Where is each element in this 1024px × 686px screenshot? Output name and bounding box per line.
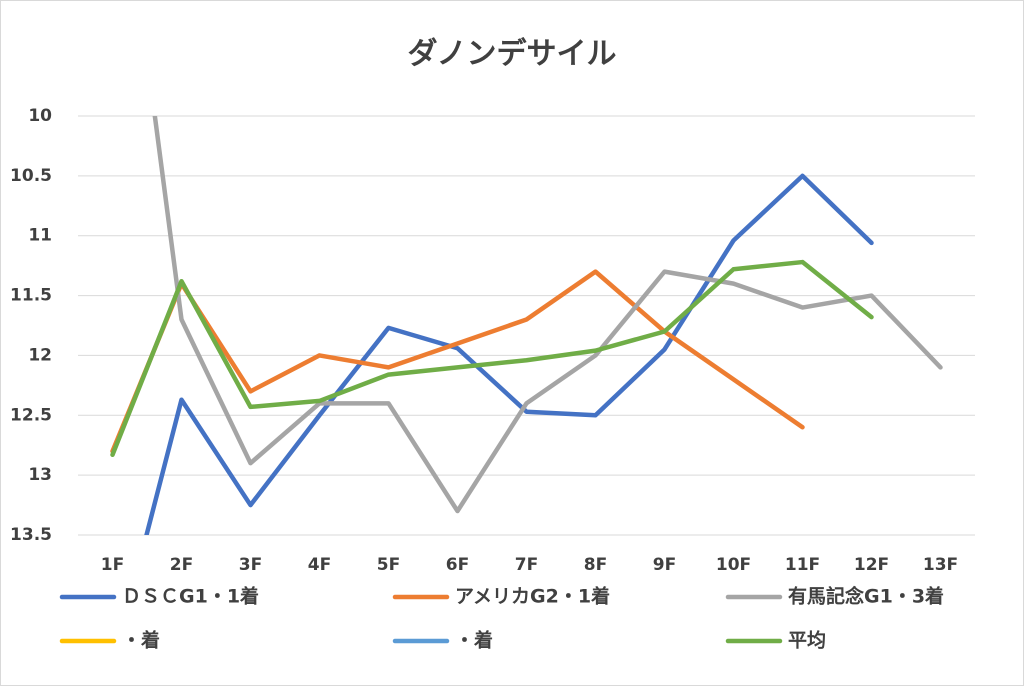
- x-tick-label: 4F: [308, 555, 331, 575]
- legend-label: アメリカG2・1着: [455, 585, 610, 608]
- x-tick-label: 7F: [515, 555, 538, 575]
- chart-title: ダノンデサイル: [407, 37, 616, 72]
- x-tick-label: 9F: [653, 555, 676, 575]
- y-tick-label: 11: [28, 226, 52, 246]
- labels: 10 10.5 11 11.5 12 12.5 13 13.5 1F 2F 3F 4F 5F 6F 7F 8F…: [10, 106, 958, 652]
- y-tick-label: 10.5: [10, 166, 52, 186]
- y-tick-label: 13: [28, 465, 52, 485]
- x-tick-label: 1F: [101, 555, 124, 575]
- y-tick-label: 13.5: [10, 525, 52, 545]
- y-tick-label: 12.5: [10, 405, 52, 425]
- x-tick-label: 8F: [584, 555, 607, 575]
- series-line: [110, 269, 805, 454]
- series-line: [110, 259, 874, 458]
- x-tick-label: 5F: [377, 555, 400, 575]
- y-tick-label: 12: [28, 345, 52, 365]
- legend-label: ・着: [122, 629, 160, 652]
- x-tick-label: 13F: [923, 555, 958, 575]
- series-line: [152, 116, 943, 514]
- y-tick-label: 10: [28, 106, 52, 126]
- x-tick-label: 10F: [716, 555, 751, 575]
- x-tick-label: 12F: [854, 555, 889, 575]
- legend-label: ＤＳＣG1・1着: [122, 585, 259, 608]
- legend-label: ・着: [455, 629, 493, 652]
- x-tick-label: 6F: [446, 555, 469, 575]
- x-tick-label: 11F: [785, 555, 820, 575]
- x-tick-label: 3F: [239, 555, 262, 575]
- legend-label: 有馬記念G1・3着: [788, 585, 944, 608]
- x-tick-label: 2F: [170, 555, 193, 575]
- legend-label: 平均: [788, 629, 826, 652]
- y-tick-label: 11.5: [10, 286, 52, 306]
- plot: [110, 116, 943, 535]
- series-line: [144, 173, 874, 535]
